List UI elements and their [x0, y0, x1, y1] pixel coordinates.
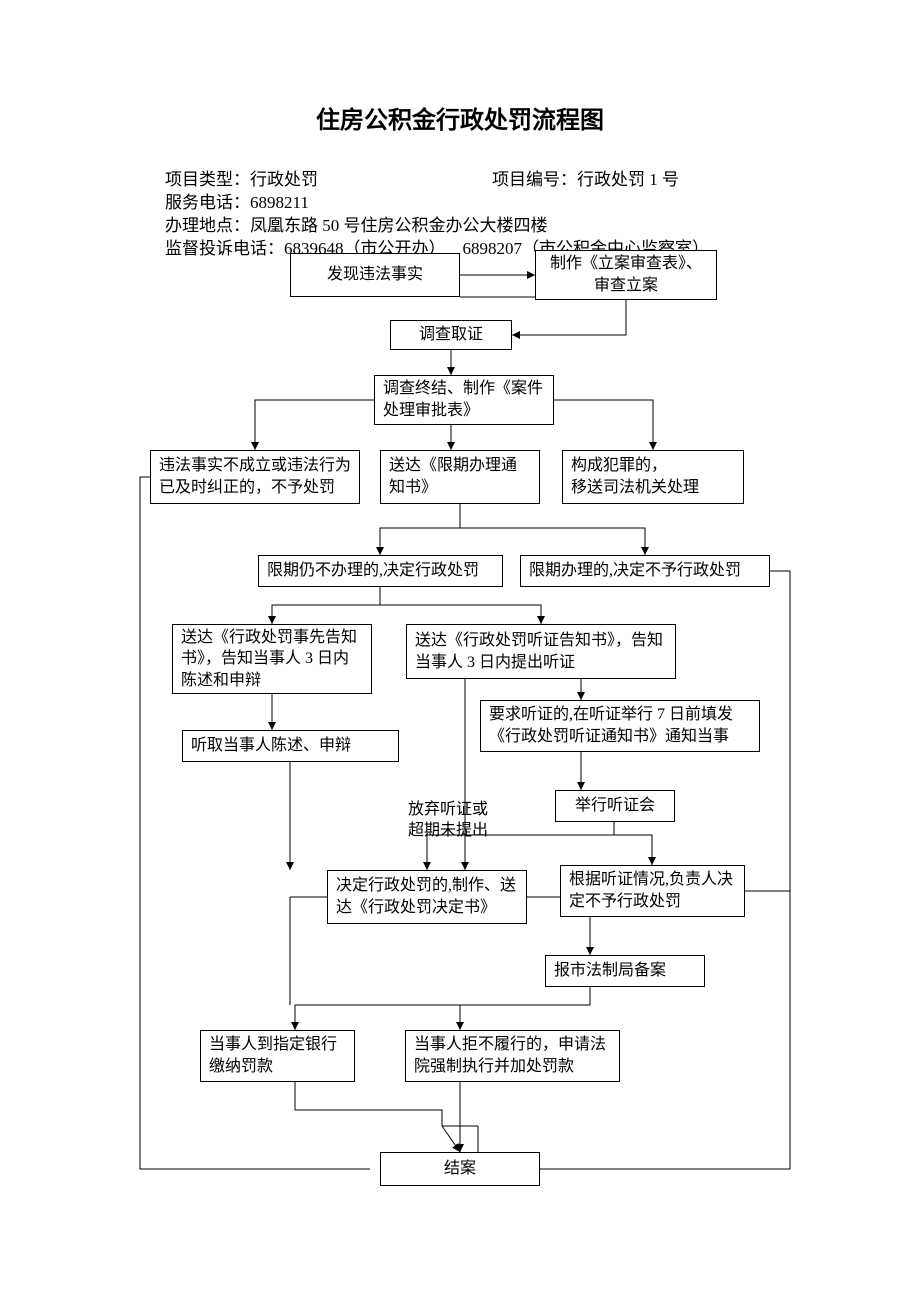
flow-node-n8: 限期仍不办理的,决定行政处罚	[258, 555, 503, 587]
flow-node-n16: 根据听证情况,负责人决定不予行政处罚	[560, 865, 745, 917]
flow-node-n3: 调查取证	[390, 320, 512, 350]
flow-node-n18: 当事人到指定银行缴纳罚款	[200, 1030, 355, 1082]
flow-node-n4: 调查终结、制作《案件处理审批表》	[374, 375, 554, 425]
page: 住房公积金行政处罚流程图 项目类型：行政处罚 项目编号：行政处罚 1 号 服务电…	[0, 0, 920, 1302]
flow-node-n5: 违法事实不成立或违法行为已及时纠正的，不予处罚	[150, 450, 360, 504]
flow-node-n19: 当事人拒不履行的，申请法院强制执行并加处罚款	[405, 1030, 620, 1082]
flow-node-n14: 举行听证会	[555, 790, 675, 822]
flow-node-n9: 限期办理的,决定不予行政处罚	[520, 555, 770, 587]
flow-node-n17: 报市法制局备案	[545, 955, 705, 987]
flow-annotation-a1: 放弃听证或超期未提出	[408, 800, 498, 842]
flow-node-n15: 决定行政处罚的,制作、送达《行政处罚决定书》	[327, 870, 527, 924]
flow-node-n10: 送达《行政处罚事先告知书》，告知当事人 3 日内陈述和申辩	[172, 624, 372, 694]
flow-node-n7: 构成犯罪的，移送司法机关处理	[562, 450, 744, 504]
flow-node-n11: 送达《行政处罚听证告知书》，告知当事人 3 日内提出听证	[406, 624, 676, 679]
flow-node-n13: 要求听证的,在听证举行 7 日前填发《行政处罚听证通知书》通知当事	[480, 700, 760, 752]
flow-node-n20: 结案	[380, 1152, 540, 1186]
flow-node-n6: 送达《限期办理通知书》	[380, 450, 540, 504]
flow-node-n2: 制作《立案审查表》、审查立案	[535, 250, 717, 300]
flow-node-n1: 发现违法事实	[290, 253, 460, 297]
flow-node-n12: 听取当事人陈述、申辩	[182, 730, 399, 762]
